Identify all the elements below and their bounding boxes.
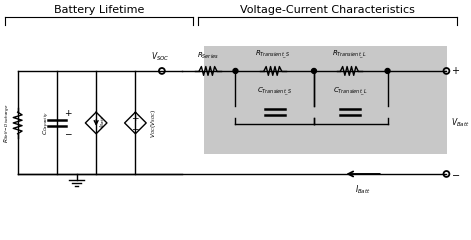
Bar: [204, 46, 447, 154]
Text: $C_{Transient\_S}$: $C_{Transient\_S}$: [257, 86, 292, 98]
Text: $R_{Self-Discharge}$: $R_{Self-Discharge}$: [3, 103, 13, 143]
Text: $+$: $+$: [131, 113, 140, 123]
Circle shape: [311, 68, 317, 73]
Circle shape: [385, 68, 390, 73]
Text: $C_{Capacity}$: $C_{Capacity}$: [42, 111, 52, 135]
Text: $-$: $-$: [131, 123, 140, 132]
Text: $V_{SOC}$: $V_{SOC}$: [151, 51, 169, 63]
Text: $I_{Batt}$: $I_{Batt}$: [98, 114, 107, 127]
Text: $+$: $+$: [451, 66, 460, 77]
Text: $R_{Series}$: $R_{Series}$: [197, 51, 219, 61]
Text: $I_{Batt}$: $I_{Batt}$: [355, 184, 371, 196]
Text: $R_{Transient\_S}$: $R_{Transient\_S}$: [255, 49, 291, 61]
Text: $C_{Transient\_L}$: $C_{Transient\_L}$: [333, 86, 368, 98]
Text: $V_{OC}(V_{SOC})$: $V_{OC}(V_{SOC})$: [149, 108, 158, 138]
Text: $V_{Batt}$: $V_{Batt}$: [451, 117, 470, 129]
Text: $-$: $-$: [64, 128, 73, 137]
Text: Voltage-Current Characteristics: Voltage-Current Characteristics: [240, 5, 415, 15]
Text: $R_{Transient\_L}$: $R_{Transient\_L}$: [332, 49, 367, 61]
Text: $-$: $-$: [451, 169, 461, 179]
Circle shape: [233, 68, 238, 73]
Text: Battery Lifetime: Battery Lifetime: [54, 5, 144, 15]
Text: $+$: $+$: [64, 108, 73, 118]
